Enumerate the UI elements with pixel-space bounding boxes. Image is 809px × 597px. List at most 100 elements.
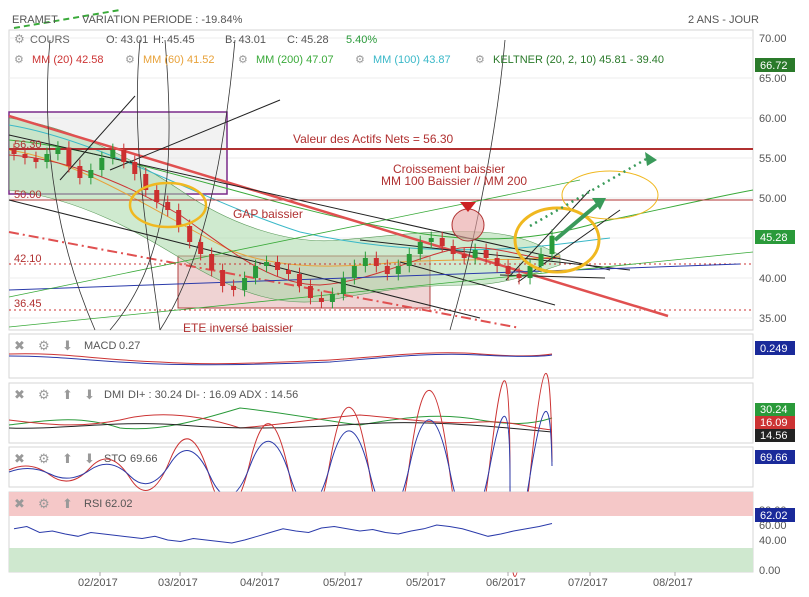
candle-body [296,274,302,286]
candle-body [494,258,500,266]
candle-body [516,274,522,278]
sto-down-icon[interactable]: ⬇ [84,451,95,466]
dmi-text: DI+ : 30.24 DI- : 16.09 ADX : 14.56 [128,389,298,401]
mm60-gear-icon[interactable]: ⚙ [125,54,135,66]
candle-body [209,254,215,270]
level-3645-label: 36.45 [14,298,42,310]
dmi-adx-badge [755,429,795,442]
breakout-arrow-head-icon [592,198,606,210]
dashed-green-line [13,9,121,29]
rsi-oversold-zone [9,548,753,572]
x-tick-label: 08/2017 [653,577,693,589]
cross-annotation-line1: Croissement baissier [393,162,505,176]
y-tick-label: 40.00 [759,273,787,285]
candle-body [428,238,434,242]
dmi-adx-line [8,422,553,433]
y-tick-label: 50.00 [759,193,787,205]
mm200-line [8,139,754,240]
gap-highlight [128,181,208,229]
sto-gear-icon[interactable]: ⚙ [38,451,50,466]
macd-label: MACD [84,340,116,352]
legend-row: ⚙ MM (20) 42.58 ⚙ MM (60) 41.52 ⚙ MM (20… [14,54,664,66]
candle-body [505,266,511,274]
keltner-gear-icon[interactable]: ⚙ [475,54,485,66]
candle-body [439,238,445,246]
candle-body [340,278,346,294]
macd-close-icon[interactable]: ✖ [14,338,25,353]
dmi-minus-line [8,414,553,431]
change-value: 5.40% [346,34,377,46]
mm60-label: MM (60) 41.52 [143,54,215,66]
sto-panel [8,446,754,488]
candle-body [220,270,226,286]
breakout-arrow [553,202,600,242]
rsi-up-icon[interactable]: ⬆ [62,496,73,511]
y-tick-label: 70.00 [759,33,787,45]
keltner-badge-value: 66.72 [760,60,788,72]
macd-value: 0.27 [119,340,140,352]
rsi-gear-icon[interactable]: ⚙ [38,496,50,511]
sto-value: 69.66 [130,453,158,465]
dmi-minus-value: 16.09 [760,417,788,429]
green-channel [8,179,754,328]
x-tick-label: 03/2017 [158,577,198,589]
dmi-plus-value: 30.24 [760,404,788,416]
period-label[interactable]: 2 ANS - JOUR [688,14,759,26]
dmi-adx-value: 14.56 [760,430,788,442]
black-trendlines [8,95,631,319]
candle-body [307,286,313,298]
rsi-badge [755,508,795,522]
dmi-up-icon[interactable]: ⬆ [62,387,73,402]
dmi-plus-badge [755,403,795,416]
candle-body [88,170,94,178]
mm200-gear-icon[interactable]: ⚙ [238,54,248,66]
blue-support-line [8,263,741,291]
keltner-envelope [8,117,561,303]
sto-close-icon[interactable]: ✖ [14,451,25,466]
gap-annotation: GAP baissier [233,207,303,221]
x-tick-label: 05/2017 [406,577,446,589]
candle-body [176,210,182,226]
candle-body [143,174,149,190]
candle-body [253,266,259,278]
candle-body [285,270,291,274]
sto-badge [755,450,795,464]
candle-body [99,158,105,170]
candlesticks [11,141,555,309]
dmi-gear-icon[interactable]: ⚙ [38,387,50,402]
macd-down-icon[interactable]: ⬇ [62,338,73,353]
level-5000-label: 50.00 [14,189,42,201]
high-value: H: 45.45 [153,34,195,46]
low-value: B: 43.01 [225,34,266,46]
dmi-down-icon[interactable]: ⬇ [84,387,95,402]
mm20-gear-icon[interactable]: ⚙ [14,54,24,66]
candle-body [450,246,456,254]
candle-body [154,190,160,202]
target-arrow-head-icon [645,152,657,166]
candle-body [242,278,248,290]
macd-gear-icon[interactable]: ⚙ [38,338,50,353]
close-value: C: 45.28 [287,34,329,46]
candle-body [187,226,193,242]
cross-arrow-icon [460,202,476,212]
gear-icon[interactable]: ⚙ [14,32,25,46]
sto-d-line [8,410,553,540]
keltner-badge [755,58,795,72]
descending-trendline [8,114,669,318]
mm100-gear-icon[interactable]: ⚙ [355,54,365,66]
y-tick-label: 35.00 [759,313,787,325]
rsi-tick-label: 60.00 [759,520,787,532]
sto-up-icon[interactable]: ⬆ [62,451,73,466]
candle-body [406,254,412,266]
rsi-close-icon[interactable]: ✖ [14,496,25,511]
candle-body [55,147,61,154]
candle-body [384,266,390,274]
candle-body [472,250,478,258]
target-highlight [561,170,659,220]
ticker-label: ERAMET [12,14,58,26]
dmi-close-icon[interactable]: ✖ [14,387,25,402]
candle-body [264,262,270,266]
candle-body [329,294,335,302]
